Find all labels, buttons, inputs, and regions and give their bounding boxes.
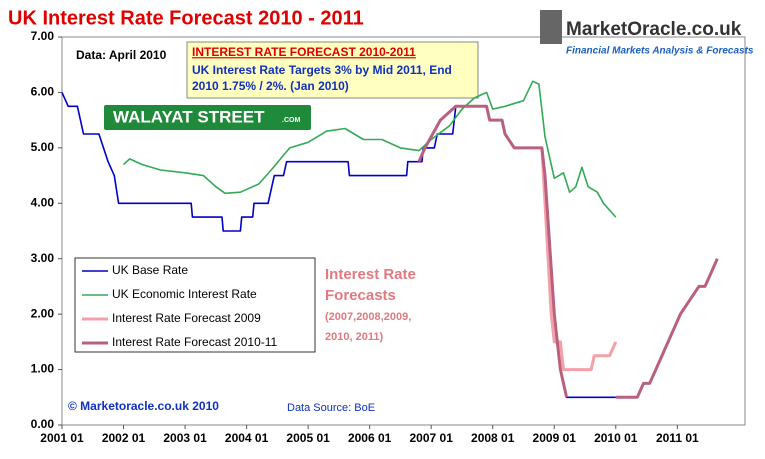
- logo-icon: [540, 10, 562, 44]
- note: Data: April 2010: [76, 48, 167, 62]
- box-text: UK Interest Rate Targets 3% by Mid 2011,…: [192, 63, 452, 77]
- x-tick-label: 2008 01: [471, 431, 515, 445]
- x-tick-label: 2010 01: [594, 431, 638, 445]
- annotation: Forecasts: [325, 287, 396, 304]
- x-tick-label: 2007 01: [409, 431, 453, 445]
- y-tick-label: 2.00: [31, 306, 55, 320]
- sign: [102, 103, 313, 132]
- y-tick-label: 3.00: [31, 251, 55, 265]
- x-tick-label: 2009 01: [533, 431, 577, 445]
- series-line: [417, 104, 719, 399]
- x-tick-label: 2001 01: [40, 431, 84, 445]
- box-title: INTEREST RATE FORECAST 2010-2011: [192, 45, 416, 59]
- y-tick-label: 4.00: [31, 195, 55, 209]
- x-tick-label: 2006 01: [348, 431, 392, 445]
- annotation: Interest Rate: [325, 266, 416, 283]
- y-tick-label: 7.00: [31, 29, 55, 43]
- x-tick-label: 2003 01: [163, 431, 207, 445]
- y-tick-label: 0.00: [31, 417, 55, 431]
- box-text: 2010 1.75% / 2%. (Jan 2010): [192, 79, 349, 93]
- copyright: © Marketoracle.co.uk 2010: [68, 399, 219, 413]
- plot-area: [61, 36, 746, 426]
- series-line: [540, 147, 618, 372]
- x-tick-label: 2002 01: [102, 431, 146, 445]
- y-tick-label: 6.00: [31, 85, 55, 99]
- legend: [74, 257, 316, 353]
- x-tick-label: 2011 01: [656, 431, 699, 445]
- x-tick-label: 2005 01: [286, 431, 330, 445]
- x-tick-label: 2004 01: [225, 431, 269, 445]
- y-tick-label: 1.00: [31, 362, 55, 376]
- logo: MarketOracle.co.uk Financial Markets Ana…: [540, 10, 754, 57]
- legend-label: UK Economic Interest Rate: [112, 287, 257, 301]
- sign-suffix: .COM: [282, 117, 300, 124]
- logo-text: MarketOracle.co.uk: [566, 19, 742, 40]
- chart-title: UK Interest Rate Forecast 2010 - 2011: [8, 7, 364, 29]
- legend-label: UK Base Rate: [112, 263, 188, 277]
- info-box: [186, 41, 479, 99]
- legend-label: Interest Rate Forecast 2009: [112, 311, 261, 325]
- annotation: (2007,2008,2009,: [325, 311, 411, 323]
- sign-text: WALAYAT STREET: [113, 107, 265, 126]
- source: Data Source: BoE: [287, 402, 375, 414]
- y-tick-label: 5.00: [31, 140, 55, 154]
- legend-label: Interest Rate Forecast 2010-11: [112, 335, 278, 349]
- annotation: 2010, 2011): [325, 331, 383, 343]
- logo-tagline: Financial Markets Analysis & Forecasts: [566, 46, 754, 57]
